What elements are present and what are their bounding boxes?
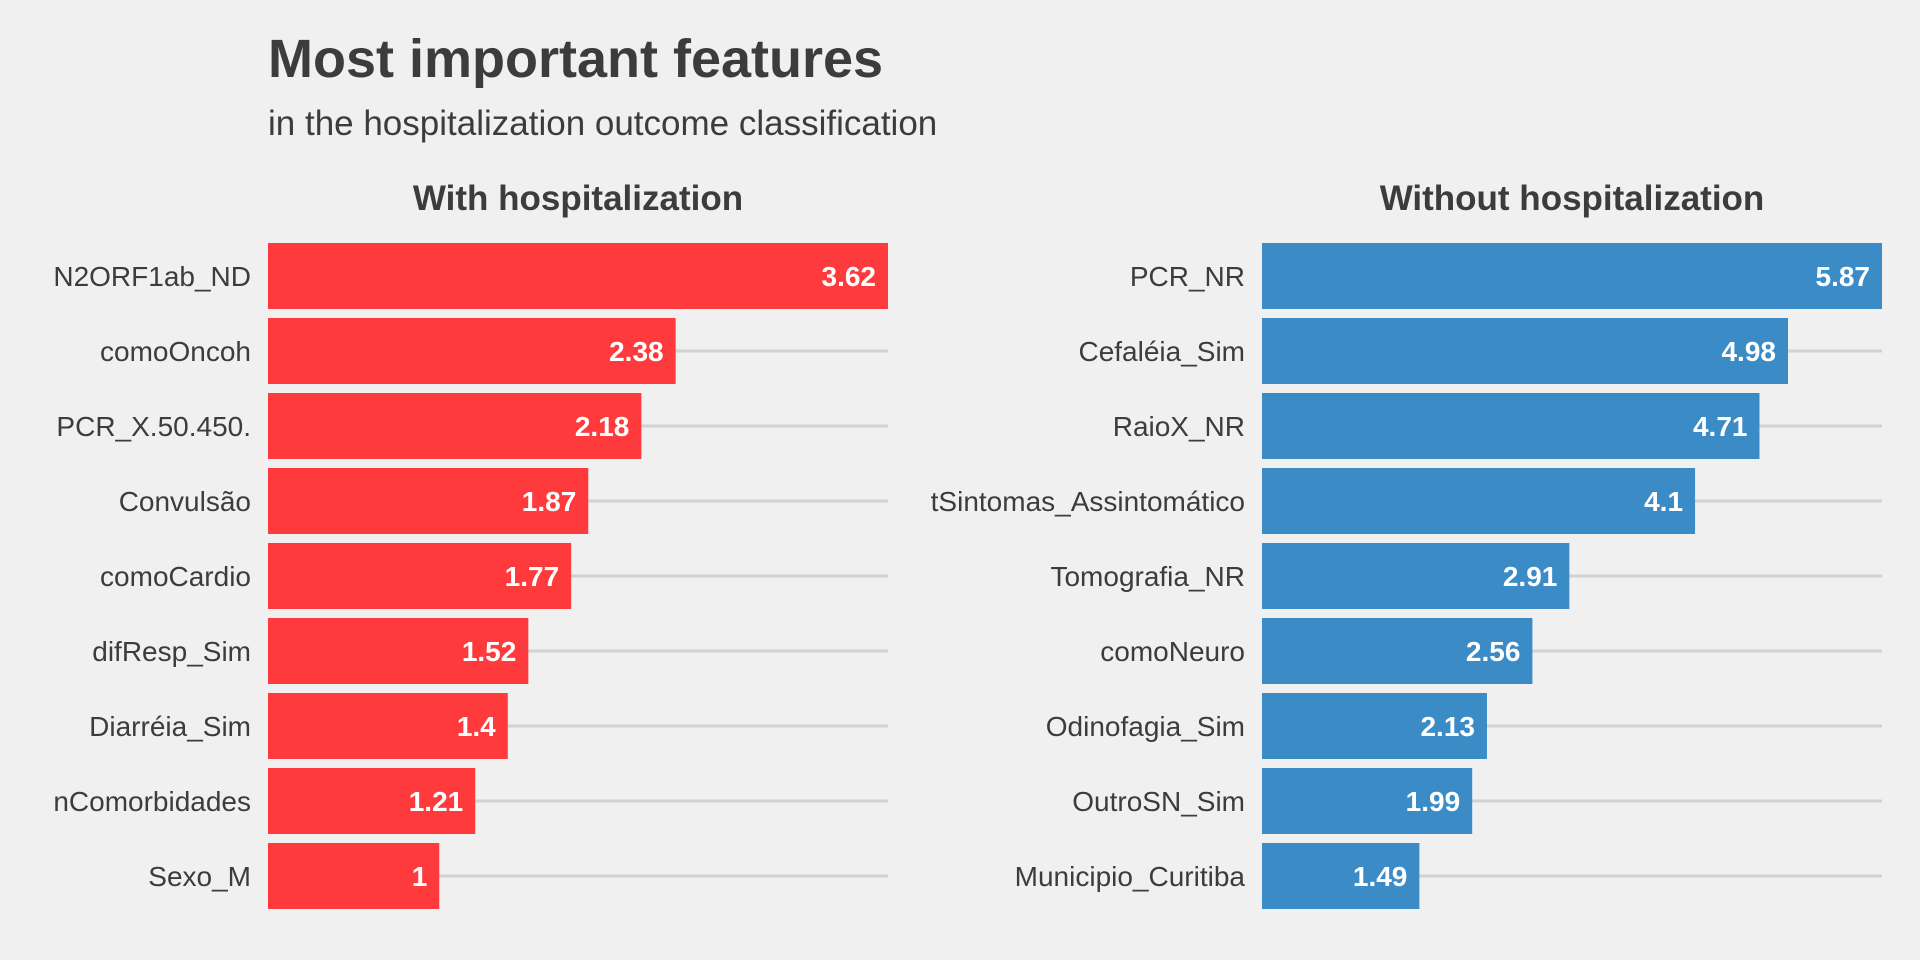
- value-label: 5.87: [1816, 261, 1871, 292]
- category-label: RaioX_NR: [1113, 411, 1245, 442]
- value-label: 4.98: [1721, 336, 1776, 367]
- category-label: tSintomas_Assintomático: [931, 486, 1245, 517]
- category-label: Diarréia_Sim: [89, 711, 251, 742]
- value-label: 1.4: [457, 711, 496, 742]
- bar: [1262, 468, 1696, 534]
- bar: [268, 843, 440, 909]
- value-label: 2.91: [1503, 561, 1558, 592]
- value-label: 2.56: [1466, 636, 1521, 667]
- bar: [268, 618, 529, 684]
- value-label: 2.13: [1420, 711, 1475, 742]
- bar: [268, 393, 642, 459]
- category-label: PCR_NR: [1130, 261, 1245, 292]
- bar: [1262, 543, 1570, 609]
- value-label: 3.62: [822, 261, 877, 292]
- category-label: Sexo_M: [148, 861, 251, 892]
- category-label: OutroSN_Sim: [1072, 786, 1245, 817]
- bar: [1262, 393, 1760, 459]
- chart-subtitle: in the hospitalization outcome classific…: [268, 104, 938, 143]
- bar: [268, 318, 676, 384]
- bar: [268, 543, 572, 609]
- category-label: Tomografia_NR: [1050, 561, 1245, 592]
- value-label: 1.77: [505, 561, 560, 592]
- bar: [1262, 318, 1788, 384]
- category-label: Odinofagia_Sim: [1046, 711, 1245, 742]
- category-label: comoOncoh: [100, 336, 251, 367]
- category-label: nComorbidades: [53, 786, 251, 817]
- bar: [268, 768, 476, 834]
- panel-title: With hospitalization: [413, 179, 743, 218]
- category-label: comoNeuro: [1100, 636, 1245, 667]
- bar: [1262, 618, 1533, 684]
- value-label: 4.71: [1693, 411, 1748, 442]
- category-label: Cefaléia_Sim: [1078, 336, 1245, 367]
- value-label: 4.1: [1644, 486, 1683, 517]
- panel-2: Without hospitalization PCR_NR 5.87 Cefaléi…: [931, 179, 1882, 909]
- category-label: difResp_Sim: [92, 636, 251, 667]
- category-label: Municipio_Curitiba: [1015, 861, 1246, 892]
- bar: [1262, 768, 1473, 834]
- category-label: Convulsão: [119, 486, 251, 517]
- bar: [1262, 843, 1420, 909]
- chart-title: Most important features: [268, 29, 884, 89]
- bar: [1262, 693, 1487, 759]
- value-label: 1.99: [1406, 786, 1461, 817]
- value-label: 1.52: [462, 636, 517, 667]
- category-label: N2ORF1ab_ND: [53, 261, 251, 292]
- bar: [1262, 243, 1882, 309]
- value-label: 2.18: [575, 411, 630, 442]
- value-label: 1.87: [522, 486, 577, 517]
- value-label: 1.49: [1353, 861, 1408, 892]
- category-label: comoCardio: [100, 561, 251, 592]
- value-label: 2.38: [609, 336, 664, 367]
- bar: [268, 468, 589, 534]
- panel-1: With hospitalization N2ORF1ab_ND 3.62 comoO…: [53, 179, 888, 909]
- value-label: 1: [412, 861, 428, 892]
- value-label: 1.21: [409, 786, 464, 817]
- panel-title: Without hospitalization: [1380, 179, 1765, 218]
- bar: [268, 693, 508, 759]
- bar: [268, 243, 888, 309]
- category-label: PCR_X.50.450.: [56, 411, 251, 442]
